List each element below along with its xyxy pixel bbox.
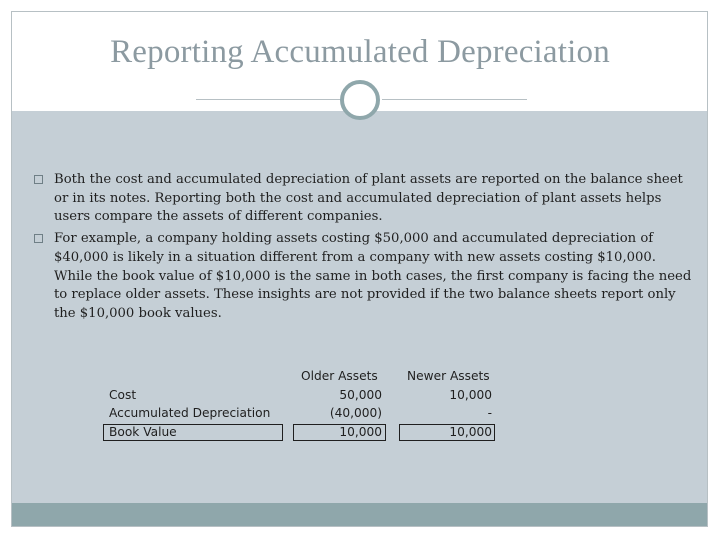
header-newer-assets: Newer Assets bbox=[407, 369, 490, 383]
book-value-newer-box bbox=[399, 423, 495, 441]
row-label: Accumulated Depreciation bbox=[109, 406, 271, 420]
older-value: 50,000 bbox=[339, 387, 382, 402]
circle-ornament-icon bbox=[340, 80, 380, 120]
square-bullet-icon bbox=[34, 234, 43, 244]
table-header-row: Older Assets Newer Assets bbox=[103, 369, 495, 388]
newer-value: 10,000 bbox=[449, 424, 492, 439]
row-label: Cost bbox=[109, 387, 137, 402]
slide-title: Reporting Accumulated Depreciation bbox=[110, 34, 610, 70]
bullet-list: Both the cost and accumulated depreciati… bbox=[34, 171, 694, 327]
content-panel bbox=[12, 111, 707, 503]
row-label: Book Value bbox=[109, 424, 177, 439]
older-value: (40,000) bbox=[329, 406, 382, 420]
bullet-item: Both the cost and accumulated depreciati… bbox=[34, 171, 694, 227]
footer-band bbox=[12, 503, 707, 526]
title-divider-left bbox=[196, 99, 344, 100]
newer-value: - bbox=[487, 406, 492, 420]
book-value-older-box bbox=[293, 423, 386, 441]
square-bullet-icon bbox=[34, 175, 43, 184]
bullet-text: Both the cost and accumulated depreciati… bbox=[54, 172, 683, 225]
title-divider-right bbox=[382, 99, 527, 100]
bullet-text: For example, a company holding assets co… bbox=[54, 231, 692, 321]
newer-value: 10,000 bbox=[449, 387, 492, 402]
table-row-total: Book Value 10,000 10,000 bbox=[103, 423, 495, 444]
bullet-item: For example, a company holding assets co… bbox=[34, 230, 694, 324]
older-value: 10,000 bbox=[339, 424, 382, 439]
book-value-label-box bbox=[103, 423, 283, 441]
book-value-table: Older Assets Newer Assets Cost 50,000 10… bbox=[103, 369, 495, 443]
table-row: Cost 50,000 10,000 bbox=[103, 388, 495, 407]
table-row: Accumulated Depreciation (40,000) - bbox=[103, 406, 495, 425]
header-older-assets: Older Assets bbox=[301, 369, 378, 383]
